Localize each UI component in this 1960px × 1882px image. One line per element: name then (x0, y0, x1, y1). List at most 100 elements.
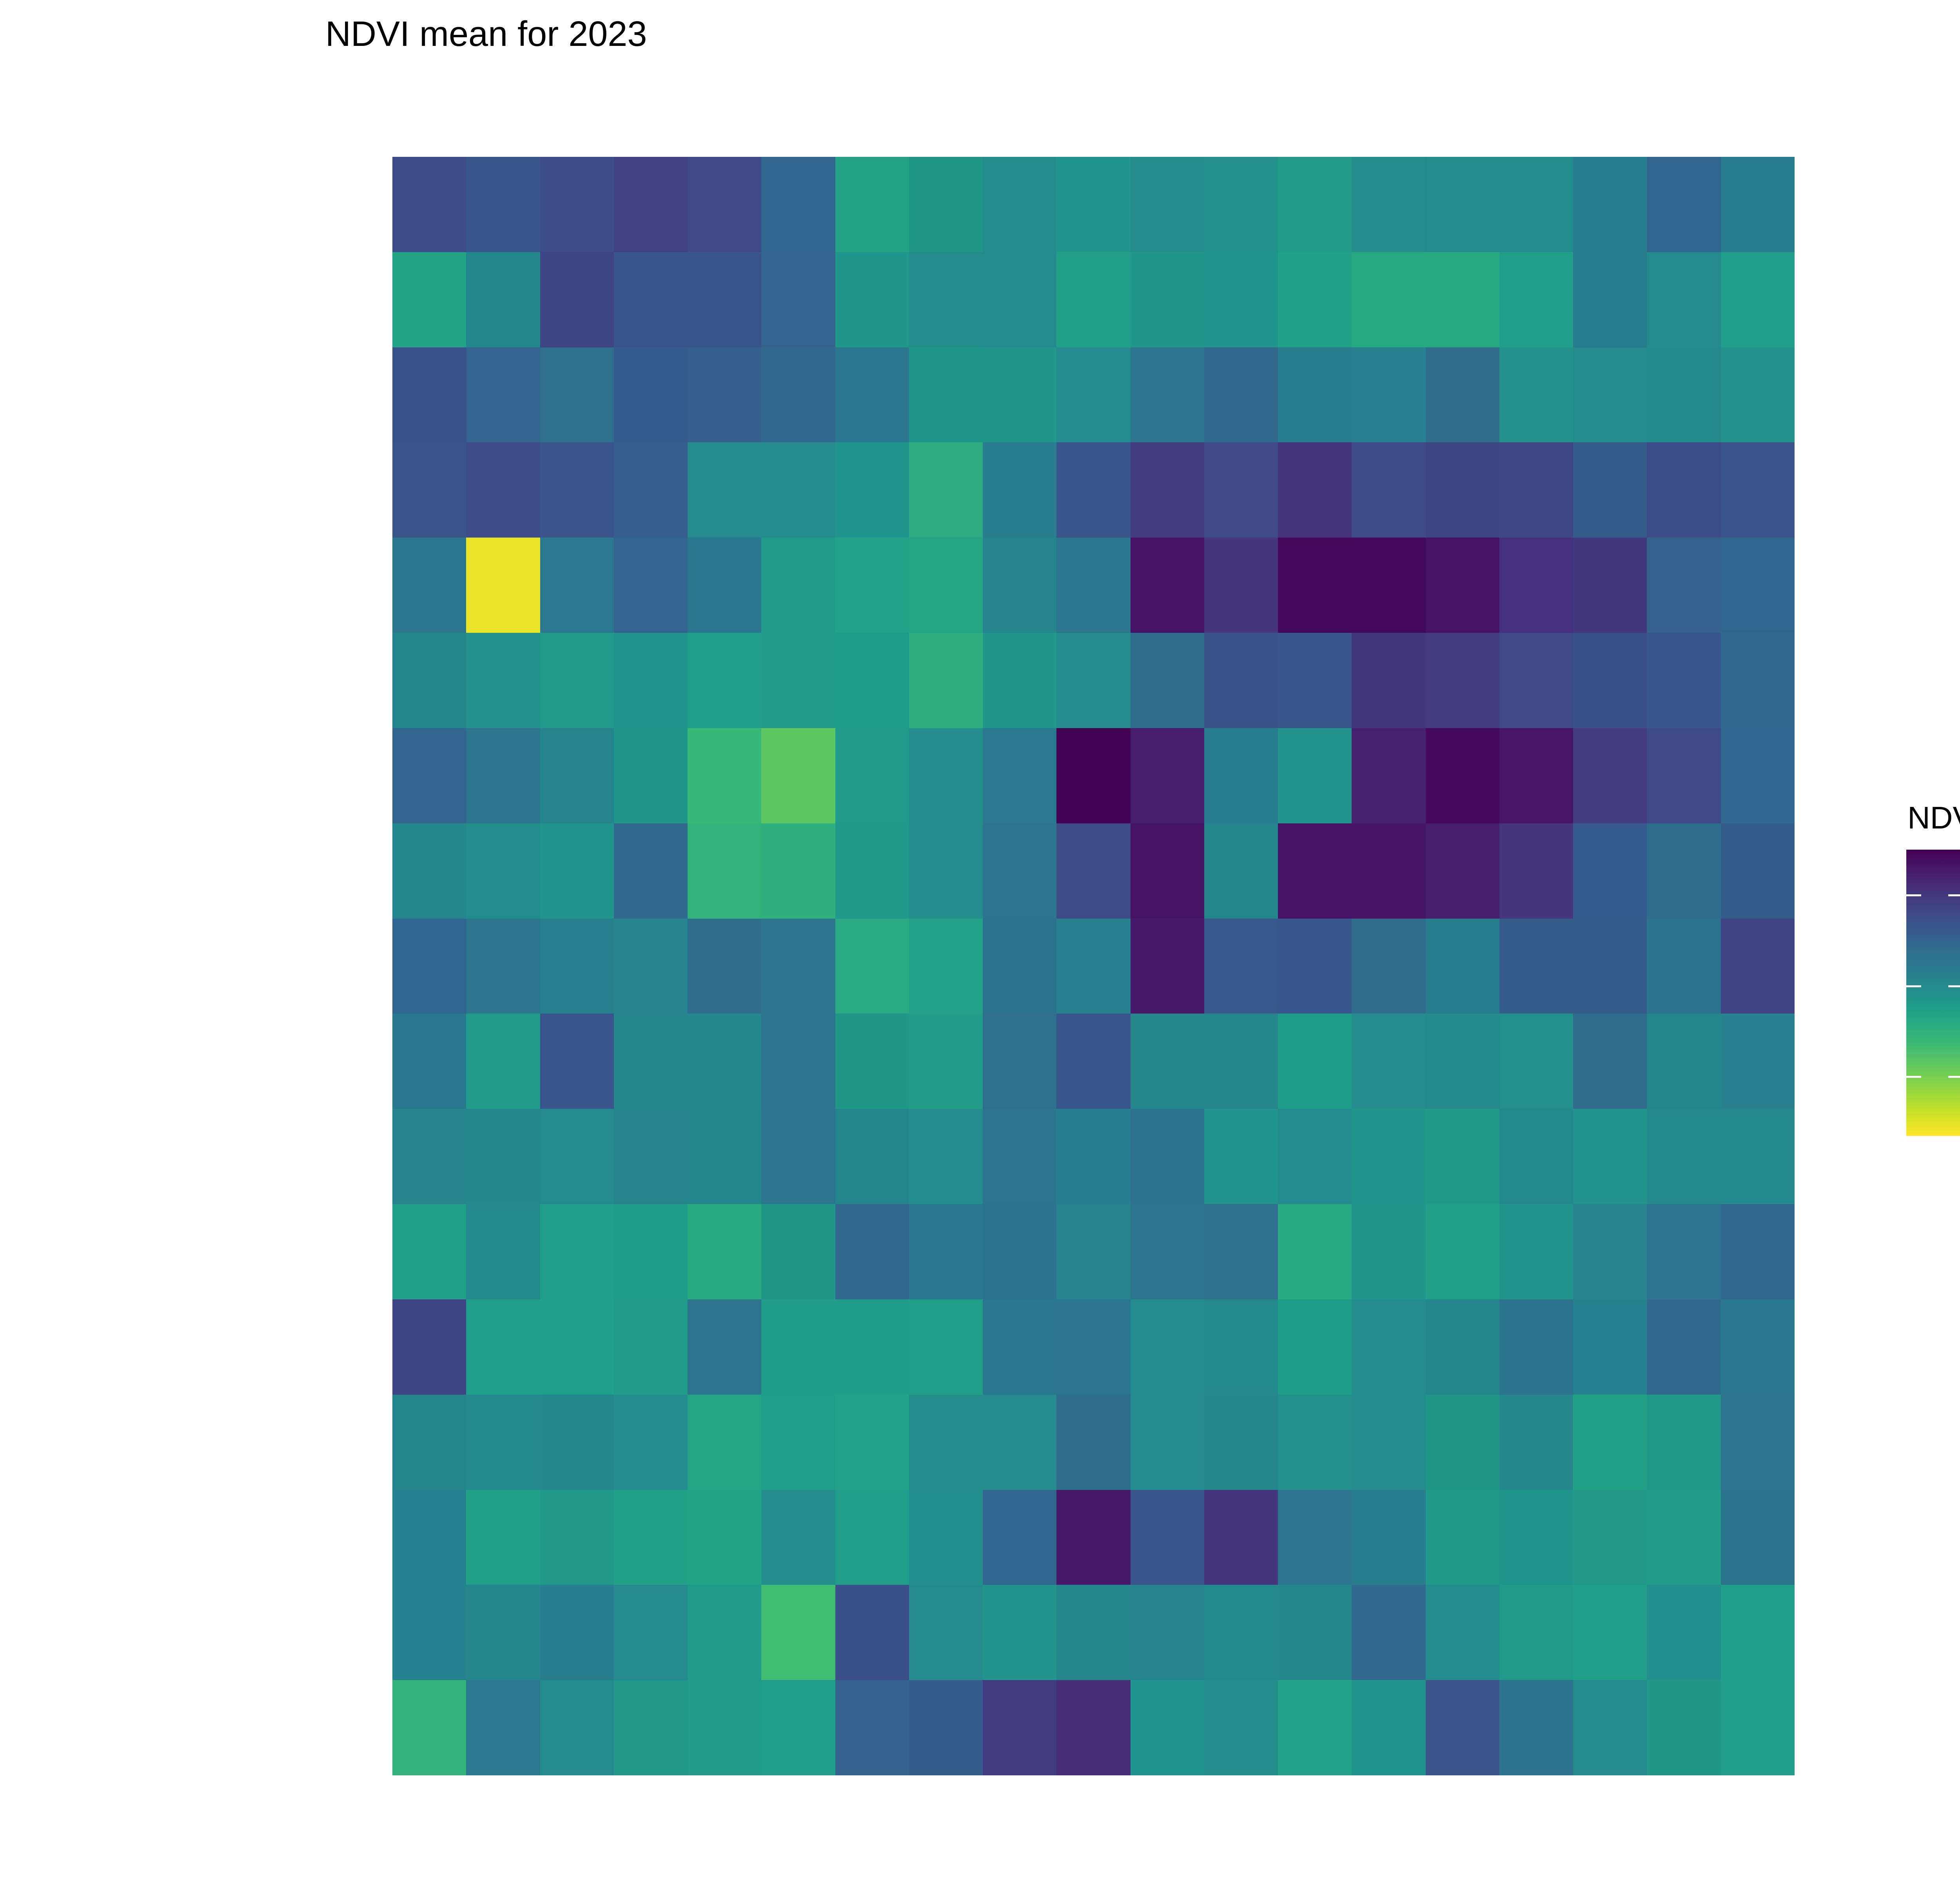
heatmap-cell (983, 347, 1057, 443)
heatmap-cell (983, 252, 1057, 347)
heatmap-cell (1352, 442, 1426, 538)
heatmap-cell (613, 728, 688, 823)
heatmap-cell (761, 1299, 835, 1395)
heatmap-cell (835, 1585, 909, 1680)
heatmap-cell (1204, 1109, 1278, 1204)
heatmap-cell (909, 728, 983, 823)
heatmap-cell (761, 633, 835, 728)
heatmap-cell (1352, 347, 1426, 443)
heatmap-cell (983, 1014, 1057, 1109)
heatmap-cell (909, 347, 983, 443)
heatmap-cell (1056, 157, 1131, 252)
heatmap-cell (1278, 1204, 1352, 1299)
heatmap-cell (1647, 633, 1721, 728)
heatmap-cell (1056, 1109, 1131, 1204)
heatmap-cell (466, 728, 540, 823)
heatmap-cell (613, 347, 688, 443)
heatmap-cell (466, 1490, 540, 1585)
heatmap-cell (1056, 1394, 1131, 1490)
heatmap-cell (1204, 1204, 1278, 1299)
heatmap-cell (1720, 538, 1795, 633)
heatmap-cell (1130, 918, 1204, 1014)
heatmap-cell (540, 728, 614, 823)
heatmap-cell (1130, 1109, 1204, 1204)
heatmap-cell (1499, 1585, 1573, 1680)
heatmap-cell (835, 157, 909, 252)
heatmap-cell (1720, 442, 1795, 538)
heatmap-cell (1204, 1585, 1278, 1680)
heatmap-cell (466, 633, 540, 728)
heatmap-cell (688, 1490, 762, 1585)
heatmap-cell (1425, 157, 1499, 252)
heatmap-cell (1647, 1299, 1721, 1395)
heatmap-cell (1204, 252, 1278, 347)
heatmap-cell (1130, 728, 1204, 823)
heatmap-cell (466, 538, 540, 633)
heatmap-cell (1352, 918, 1426, 1014)
heatmap-cell (688, 728, 762, 823)
heatmap-cell (1352, 728, 1426, 823)
heatmap-cell (983, 1585, 1057, 1680)
heatmap-cell (1647, 918, 1721, 1014)
heatmap-cell (1499, 1394, 1573, 1490)
legend-tick-mark (1948, 1076, 1960, 1078)
heatmap-cell (1204, 538, 1278, 633)
heatmap-cell (1720, 1299, 1795, 1395)
heatmap-cell (688, 347, 762, 443)
heatmap-cell (1647, 1109, 1721, 1204)
heatmap-cell (392, 347, 466, 443)
heatmap-cell (613, 633, 688, 728)
heatmap-cell (540, 1585, 614, 1680)
heatmap-cell (1499, 1204, 1573, 1299)
heatmap-cell (1573, 1585, 1647, 1680)
heatmap-cell (761, 1490, 835, 1585)
heatmap-cell (688, 633, 762, 728)
heatmap-cell (1647, 347, 1721, 443)
heatmap-cell (1204, 1299, 1278, 1395)
heatmap-cell (761, 1014, 835, 1109)
heatmap-cell (1573, 1299, 1647, 1395)
heatmap-cell (835, 1109, 909, 1204)
heatmap-cell (909, 252, 983, 347)
heatmap-cell (909, 1585, 983, 1680)
heatmap-cell (1499, 918, 1573, 1014)
heatmap-cell (983, 918, 1057, 1014)
heatmap-cell (1352, 1585, 1426, 1680)
heatmap-cell (1573, 1490, 1647, 1585)
heatmap-cell (909, 1680, 983, 1775)
heatmap-cell (613, 918, 688, 1014)
heatmap-cell (540, 157, 614, 252)
heatmap-cell (392, 538, 466, 633)
heatmap-cell (688, 157, 762, 252)
heatmap-cell (761, 442, 835, 538)
heatmap-cell (1204, 347, 1278, 443)
heatmap-cell (1278, 823, 1352, 919)
heatmap-cell (392, 252, 466, 347)
heatmap-cell (1204, 823, 1278, 919)
heatmap-cell (392, 728, 466, 823)
heatmap-cell (688, 1680, 762, 1775)
heatmap-cell (835, 918, 909, 1014)
heatmap-cell (761, 1204, 835, 1299)
heatmap-cell (761, 1585, 835, 1680)
heatmap-cell (1204, 1394, 1278, 1490)
heatmap-cell (1425, 252, 1499, 347)
heatmap-cell (1056, 538, 1131, 633)
heatmap-cell (466, 1299, 540, 1395)
heatmap-cell (835, 252, 909, 347)
heatmap-cell (1573, 442, 1647, 538)
heatmap-cell (1425, 1585, 1499, 1680)
heatmap-cell (688, 442, 762, 538)
heatmap-cell (613, 1490, 688, 1585)
heatmap-cell (1720, 633, 1795, 728)
heatmap-cell (466, 1109, 540, 1204)
heatmap-cell (835, 347, 909, 443)
heatmap-cell (540, 252, 614, 347)
heatmap-cell (540, 1680, 614, 1775)
heatmap-cell (688, 1109, 762, 1204)
heatmap-cell (1647, 157, 1721, 252)
legend-tick-mark (1906, 894, 1921, 896)
heatmap-cell (392, 1585, 466, 1680)
heatmap-cell (1647, 823, 1721, 919)
heatmap-cell (466, 823, 540, 919)
